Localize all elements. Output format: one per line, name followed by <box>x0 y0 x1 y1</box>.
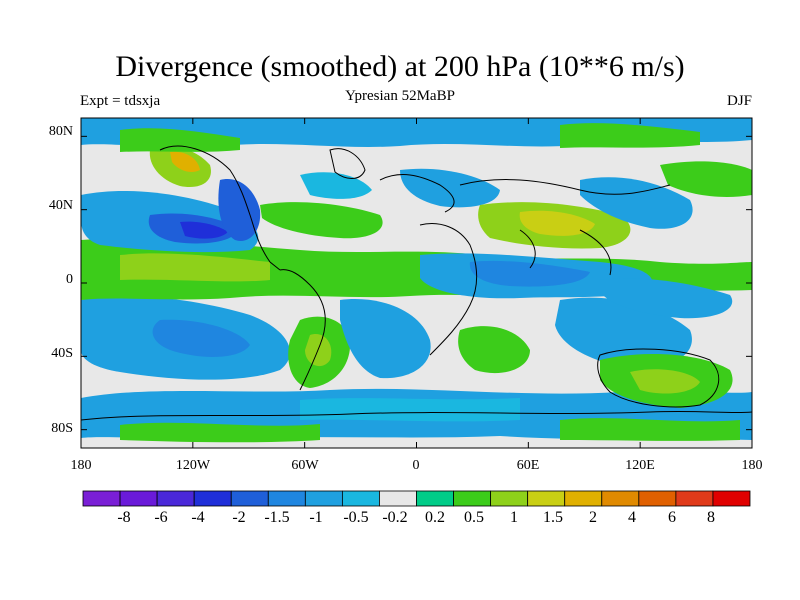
contour-equatorial-negative-core <box>469 260 590 287</box>
contour-north-pacific-strong <box>180 221 228 239</box>
colorbar-label-13: 4 <box>628 509 636 526</box>
contour-north-america-negative <box>218 179 261 241</box>
colorbar-label-15: 8 <box>707 509 715 526</box>
contour-tropical-belt-strong <box>120 253 270 282</box>
contour-north-atlantic-positive <box>260 202 383 239</box>
lon-tick-label-0: 0 <box>412 458 420 473</box>
contour-antarctic-east-positive <box>560 418 740 441</box>
contour-south-atlantic-negative <box>340 299 431 379</box>
contour-arctic-positive-west <box>120 128 240 152</box>
contour-south-africa-positive <box>458 326 530 374</box>
colorbar <box>82 490 751 507</box>
colorbar-swatch-3 <box>193 490 232 507</box>
colorbar-swatch-15 <box>638 490 677 507</box>
lon-tick-label-60e: 60E <box>516 458 540 473</box>
contour-nw-america-strong <box>170 151 200 173</box>
colorbar-swatch-8 <box>379 490 417 507</box>
coastline-southeast-asia <box>579 229 612 276</box>
contour-central-pacific-negative <box>600 278 733 319</box>
colorbar-swatch-13 <box>564 490 603 507</box>
plot-title: Divergence (smoothed) at 200 hPa (10**6 … <box>115 50 685 83</box>
map-plot-area <box>81 118 752 448</box>
colorbar-label-1: -6 <box>154 509 168 526</box>
colorbar-label-10: 1 <box>510 509 518 526</box>
colorbar-label-3: -2 <box>232 509 246 526</box>
colorbar-swatch-2 <box>156 490 195 507</box>
coastline-europe <box>379 174 455 213</box>
axis-ticks <box>80 118 753 448</box>
lon-tick-label-180w: 180 <box>70 458 92 473</box>
colorbar-label-14: 6 <box>668 509 676 526</box>
colorbar-label-2: -4 <box>191 509 205 526</box>
colorbar-swatch-4 <box>230 490 269 507</box>
colorbar-label-12: 2 <box>589 509 597 526</box>
coastlines <box>81 145 752 421</box>
lon-tick-label-120w: 120W <box>175 458 211 473</box>
lat-tick-label-40s: 40S <box>51 346 73 361</box>
coastline-antarctica <box>81 410 752 421</box>
experiment-label: Expt = tdsxja <box>80 93 161 109</box>
colorbar-swatch-9 <box>416 490 454 507</box>
plot-subtitle: Ypresian 52MaBP <box>345 88 455 104</box>
contour-south-indian-negative <box>555 297 692 369</box>
coastline-north-america <box>159 145 281 271</box>
coastline-africa <box>419 223 478 356</box>
colorbar-swatch-1 <box>119 490 158 507</box>
coastline-australia <box>597 348 720 408</box>
lon-tick-label-60w: 60W <box>291 458 319 473</box>
colorbar-swatch-7 <box>341 490 380 507</box>
colorbar-swatch-0 <box>82 490 121 507</box>
colorbar-label-7: -0.2 <box>382 509 408 526</box>
contour-antarctic-positive <box>120 422 320 443</box>
lat-tick-label-80s: 80S <box>51 421 73 436</box>
colorbar-label-4: -1.5 <box>264 509 290 526</box>
coastline-greenland <box>329 148 366 179</box>
contour-south-pacific-core <box>152 319 250 357</box>
colorbar-label-0: -8 <box>117 509 131 526</box>
colorbar-swatch-14 <box>601 490 640 507</box>
lon-tick-label-120e: 120E <box>625 458 655 473</box>
lat-tick-label-0: 0 <box>66 272 73 287</box>
colorbar-swatch-17 <box>712 490 751 507</box>
contour-north-atlantic-negative <box>300 172 372 199</box>
coastline-south-america <box>279 269 326 391</box>
coastline-asia <box>459 179 671 195</box>
colorbar-label-11: 1.5 <box>543 509 563 526</box>
contour-east-asia-negative <box>580 177 693 229</box>
colorbar-swatch-6 <box>304 490 343 507</box>
divergence-contours <box>81 118 752 443</box>
coastline-india <box>519 229 536 269</box>
contour-nw-pacific-positive <box>660 161 752 197</box>
contour-australia-strong <box>630 369 700 394</box>
colorbar-swatch-12 <box>527 490 566 507</box>
colorbar-swatch-5 <box>267 490 306 507</box>
colorbar-label-6: -0.5 <box>343 509 369 526</box>
lat-tick-label-40n: 40N <box>48 198 73 213</box>
colorbar-label-5: -1 <box>309 509 323 526</box>
contour-arctic-positive-east <box>560 123 700 148</box>
season-label: DJF <box>726 93 752 109</box>
contour-tibet-strong <box>519 210 595 236</box>
colorbar-label-9: 0.5 <box>464 509 484 526</box>
colorbar-label-8: 0.2 <box>425 509 445 526</box>
lon-tick-label-180e: 180 <box>741 458 763 473</box>
colorbar-swatch-10 <box>453 490 492 507</box>
contour-southern-ocean-weak <box>300 398 520 422</box>
colorbar-swatch-11 <box>490 490 529 507</box>
colorbar-swatch-16 <box>675 490 714 507</box>
lat-tick-label-80n: 80N <box>48 124 73 139</box>
